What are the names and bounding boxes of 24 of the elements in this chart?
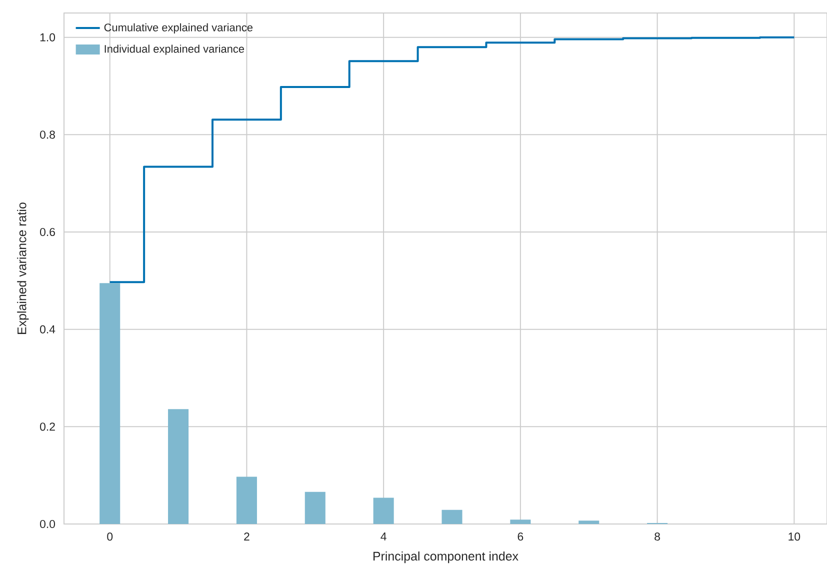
bar xyxy=(236,476,257,524)
x-tick-label: 8 xyxy=(654,532,660,541)
bar xyxy=(442,510,462,524)
y-tick-label: 0.2 xyxy=(40,422,55,431)
legend-label: Cumulative explained variance xyxy=(104,23,253,34)
x-tick-label: 2 xyxy=(244,532,250,541)
y-tick-label: 0.0 xyxy=(40,520,56,528)
bar xyxy=(510,520,531,524)
x-tick-label: 0 xyxy=(107,532,113,541)
bar xyxy=(578,520,600,524)
y-tick-label: 1.0 xyxy=(40,33,56,42)
y-tick-label: 0.6 xyxy=(40,228,55,236)
legend-label: Individual explained variance xyxy=(104,44,244,55)
bar xyxy=(304,492,326,524)
x-tick-label: 4 xyxy=(380,532,386,540)
x-axis-title: Principal component index xyxy=(373,551,518,564)
bar xyxy=(373,498,394,524)
y-tick-label: 0.4 xyxy=(40,325,56,334)
bar xyxy=(100,283,120,524)
y-axis-title: Explained variance ratio xyxy=(17,202,29,334)
x-tick-label: 6 xyxy=(518,532,524,541)
x-tick-label: 10 xyxy=(788,532,800,541)
bar xyxy=(168,409,189,524)
y-tick-label: 0.8 xyxy=(40,130,55,139)
